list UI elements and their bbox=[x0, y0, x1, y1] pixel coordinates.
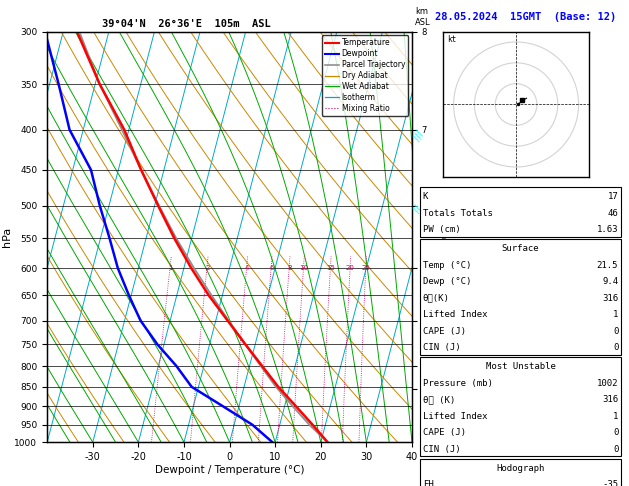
Y-axis label: hPa: hPa bbox=[2, 227, 12, 247]
Text: Temp (°C): Temp (°C) bbox=[423, 260, 471, 270]
Text: 39°04'N  26°36'E  105m  ASL: 39°04'N 26°36'E 105m ASL bbox=[102, 19, 270, 30]
Text: Lifted Index: Lifted Index bbox=[423, 310, 487, 319]
Text: 0: 0 bbox=[613, 428, 618, 437]
Text: EH: EH bbox=[423, 480, 433, 486]
Text: 1002: 1002 bbox=[597, 379, 618, 388]
Text: 1.63: 1.63 bbox=[597, 225, 618, 234]
Text: 1: 1 bbox=[169, 265, 173, 271]
Text: 20: 20 bbox=[346, 265, 355, 271]
Text: 10: 10 bbox=[299, 265, 308, 271]
Text: -35: -35 bbox=[602, 480, 618, 486]
Text: 8: 8 bbox=[287, 265, 292, 271]
Text: 28.05.2024  15GMT  (Base: 12): 28.05.2024 15GMT (Base: 12) bbox=[435, 12, 616, 22]
Text: 17: 17 bbox=[608, 192, 618, 201]
Text: Totals Totals: Totals Totals bbox=[423, 208, 493, 218]
Text: 15: 15 bbox=[326, 265, 335, 271]
Text: K: K bbox=[423, 192, 428, 201]
Text: Surface: Surface bbox=[502, 244, 539, 253]
Text: CAPE (J): CAPE (J) bbox=[423, 327, 465, 336]
Text: kt: kt bbox=[447, 35, 457, 44]
Text: CAPE (J): CAPE (J) bbox=[423, 428, 465, 437]
Text: 4: 4 bbox=[245, 265, 249, 271]
Text: 0: 0 bbox=[613, 445, 618, 454]
Text: Hodograph: Hodograph bbox=[496, 464, 545, 473]
Text: 9.4: 9.4 bbox=[602, 277, 618, 286]
Text: θᴇ(K): θᴇ(K) bbox=[423, 294, 450, 303]
Text: Lifted Index: Lifted Index bbox=[423, 412, 487, 421]
Text: 21.5: 21.5 bbox=[597, 260, 618, 270]
Text: 0: 0 bbox=[613, 327, 618, 336]
Legend: Temperature, Dewpoint, Parcel Trajectory, Dry Adiabat, Wet Adiabat, Isotherm, Mi: Temperature, Dewpoint, Parcel Trajectory… bbox=[322, 35, 408, 116]
Y-axis label: Mixing Ratio (g/kg): Mixing Ratio (g/kg) bbox=[439, 197, 448, 277]
Text: Dewp (°C): Dewp (°C) bbox=[423, 277, 471, 286]
Text: 25: 25 bbox=[362, 265, 370, 271]
Text: CIN (J): CIN (J) bbox=[423, 343, 460, 352]
Text: PW (cm): PW (cm) bbox=[423, 225, 460, 234]
Text: 2: 2 bbox=[205, 265, 209, 271]
Text: //: // bbox=[413, 204, 425, 214]
Text: Pressure (mb): Pressure (mb) bbox=[423, 379, 493, 388]
Text: 1: 1 bbox=[613, 412, 618, 421]
X-axis label: Dewpoint / Temperature (°C): Dewpoint / Temperature (°C) bbox=[155, 465, 304, 475]
Text: 316: 316 bbox=[602, 395, 618, 404]
Text: 1: 1 bbox=[613, 310, 618, 319]
Text: 6: 6 bbox=[269, 265, 274, 271]
Text: ///: /// bbox=[413, 129, 426, 143]
Text: θᴇ (K): θᴇ (K) bbox=[423, 395, 455, 404]
Text: 46: 46 bbox=[608, 208, 618, 218]
Text: © weatheronline.co.uk: © weatheronline.co.uk bbox=[472, 474, 569, 484]
Text: CIN (J): CIN (J) bbox=[423, 445, 460, 454]
Text: 0: 0 bbox=[613, 343, 618, 352]
Text: km
ASL: km ASL bbox=[415, 7, 431, 27]
Text: 316: 316 bbox=[602, 294, 618, 303]
Text: Most Unstable: Most Unstable bbox=[486, 362, 555, 371]
